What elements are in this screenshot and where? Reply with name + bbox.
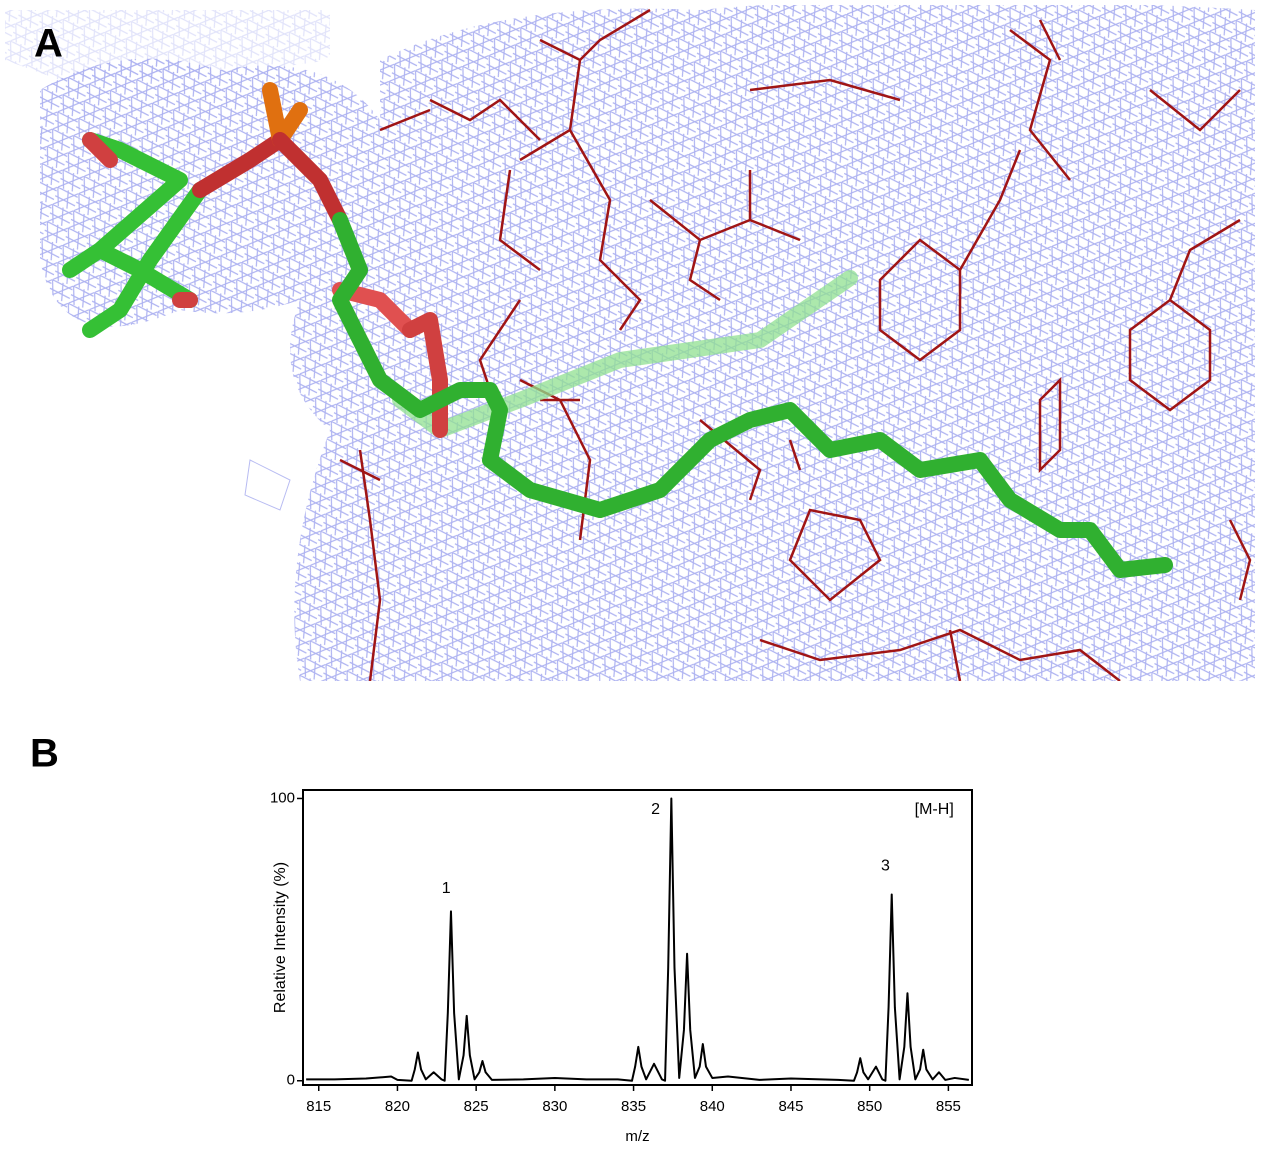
annotation: 3 — [881, 857, 890, 874]
x-tick-label: 835 — [621, 1098, 646, 1115]
x-tick-label: 855 — [936, 1098, 961, 1115]
plot-frame — [302, 789, 973, 1086]
annotation: 1 — [442, 880, 451, 897]
panel-label: B — [30, 732, 59, 776]
structure-render — [5, 5, 1255, 681]
spectrum-chart: 815 820 825 830 835 840 845 850 855 0 100 m/z Relati… — [270, 789, 973, 1145]
x-tick-label: 820 — [385, 1098, 410, 1115]
spectrum-line — [306, 797, 969, 1082]
annotation: [M-H] — [915, 801, 954, 818]
x-tick-label: 825 — [464, 1098, 489, 1115]
x-tick-label: 845 — [778, 1098, 803, 1115]
y-tick-label: 100 — [270, 789, 295, 806]
x-tick-label: 850 — [857, 1098, 882, 1115]
y-tick-label: 0 — [287, 1072, 295, 1089]
y-axis-label: Relative Intensity (%) — [272, 862, 289, 1013]
x-tick-label: 815 — [306, 1098, 331, 1115]
x-tick-label: 840 — [700, 1098, 725, 1115]
annotation: 2 — [651, 801, 660, 818]
panel-label: A — [34, 22, 63, 66]
x-tick-label: 830 — [542, 1098, 567, 1115]
x-axis-label: m/z — [625, 1128, 649, 1145]
